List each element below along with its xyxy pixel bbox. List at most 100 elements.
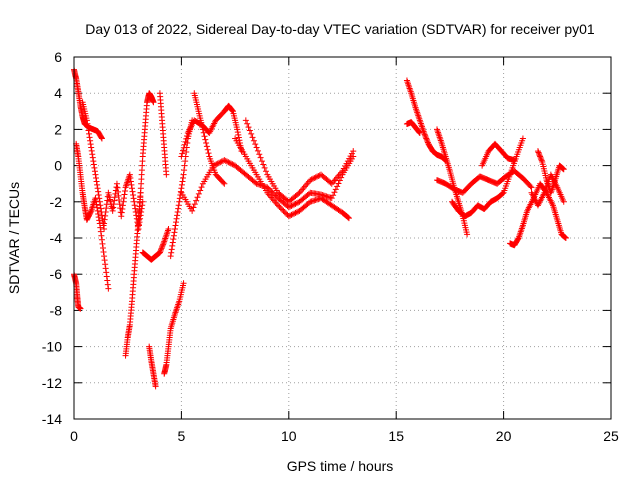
data-point: [96, 195, 103, 202]
data-point: [132, 205, 139, 212]
data-point: [176, 195, 183, 202]
data-point: [111, 194, 118, 201]
data-point: [308, 176, 315, 183]
data-point: [87, 137, 94, 144]
data-point: [132, 208, 139, 215]
data-point: [130, 195, 137, 202]
data-point: [198, 184, 205, 191]
data-point: [128, 181, 135, 188]
data-point: [127, 178, 134, 185]
data-point: [98, 232, 105, 239]
data-point: [203, 139, 210, 146]
series-arc3: [73, 140, 112, 292]
data-point: [217, 159, 224, 166]
data-point: [422, 132, 429, 139]
data-point: [93, 175, 100, 182]
data-point: [280, 207, 287, 214]
data-point: [130, 192, 137, 199]
data-point: [424, 138, 431, 145]
data-point: [102, 212, 109, 219]
data-point: [193, 197, 200, 204]
data-point: [101, 216, 108, 223]
data-point: [293, 200, 300, 207]
data-point: [279, 206, 286, 213]
data-point: [229, 107, 236, 114]
data-point: [160, 241, 167, 248]
data-point: [345, 215, 352, 222]
data-point: [312, 174, 319, 181]
data-point: [180, 171, 187, 178]
data-point: [228, 106, 235, 113]
data-point: [105, 285, 112, 292]
data-point: [102, 208, 109, 215]
series-arc9: [146, 343, 159, 390]
data-point: [103, 273, 110, 280]
y-tick-label: 4: [54, 85, 62, 101]
data-point: [120, 198, 127, 205]
series-arc2: [71, 271, 84, 312]
series-arc14: [191, 90, 228, 187]
data-point: [174, 208, 181, 215]
data-point: [421, 131, 428, 138]
series-arc20: [434, 126, 471, 238]
data-point: [179, 150, 186, 157]
data-point: [528, 184, 535, 191]
data-point: [181, 167, 188, 174]
data-point: [126, 171, 133, 178]
data-point: [165, 225, 172, 232]
data-point: [159, 244, 166, 251]
data-point: [104, 197, 111, 204]
data-point: [104, 277, 111, 284]
data-point: [92, 171, 99, 178]
data-point: [283, 210, 290, 217]
data-point: [121, 191, 128, 198]
data-point: [254, 147, 261, 154]
data-point: [218, 158, 225, 165]
data-point: [128, 185, 135, 192]
y-tick-label: -2: [50, 194, 63, 210]
data-point: [336, 177, 343, 184]
data-point: [167, 253, 174, 260]
data-point: [103, 205, 110, 212]
data-point: [261, 164, 268, 171]
data-point: [85, 127, 92, 134]
data-point: [170, 236, 177, 243]
data-point: [111, 197, 118, 204]
data-point: [224, 158, 231, 165]
data-point: [83, 117, 90, 124]
data-point: [101, 253, 108, 260]
x-tick-label: 5: [178, 428, 186, 444]
data-point: [242, 117, 249, 124]
data-point: [350, 148, 357, 155]
y-tick-label: -14: [42, 411, 62, 427]
data-point: [334, 174, 341, 181]
y-tick-label: -12: [42, 375, 62, 391]
data-point: [131, 202, 138, 209]
data-point: [102, 261, 109, 268]
data-point: [90, 158, 97, 165]
series-arc19: [403, 119, 423, 137]
data-point: [235, 131, 242, 138]
data-point: [235, 134, 242, 141]
data-point: [234, 129, 241, 136]
data-point: [175, 202, 182, 209]
data-point: [86, 130, 93, 137]
data-point: [229, 161, 236, 168]
series-arc17: [242, 117, 357, 205]
data-point: [527, 183, 534, 190]
data-point: [204, 146, 211, 153]
data-point: [264, 184, 271, 191]
data-point: [97, 228, 104, 235]
data-point: [203, 143, 210, 150]
data-point: [534, 148, 541, 155]
data-point: [211, 161, 218, 168]
data-point: [118, 209, 125, 216]
data-point: [91, 164, 98, 171]
data-point: [97, 224, 104, 231]
data-point: [180, 147, 187, 154]
data-point: [84, 124, 91, 131]
data-point: [177, 188, 184, 195]
data-point: [289, 211, 296, 218]
data-point: [277, 205, 284, 212]
data-points: [71, 66, 569, 390]
